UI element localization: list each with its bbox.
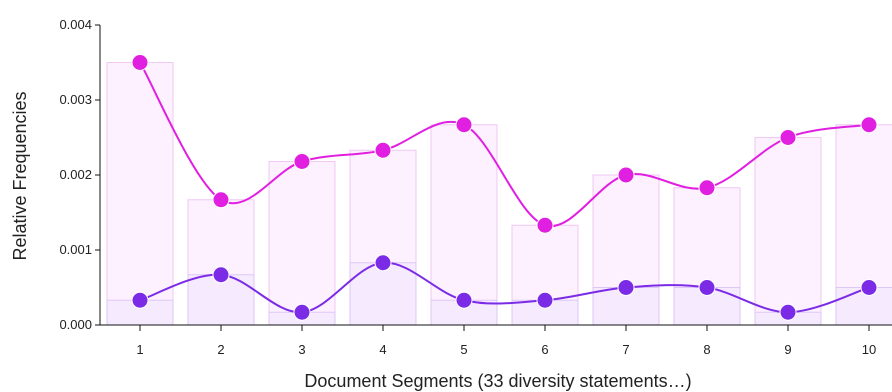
x-tick-label: 9 — [784, 342, 791, 357]
series-1-point-3[interactable] — [293, 153, 311, 170]
y-tick-label: 0.000 — [59, 317, 92, 332]
series-1-line — [139, 61, 870, 228]
series-2-point-7[interactable] — [617, 279, 635, 296]
y-axis-title: Relative Frequencies — [10, 91, 30, 260]
x-tick-label: 6 — [541, 342, 548, 357]
bars-layer — [106, 62, 892, 326]
series-2-point-4[interactable] — [374, 254, 392, 272]
y-tick-label: 0.003 — [59, 92, 92, 107]
series-2-point-1[interactable] — [131, 291, 149, 309]
x-tick-label: 4 — [379, 342, 386, 357]
series-2-line — [139, 261, 870, 314]
series-1-point-10[interactable] — [860, 116, 878, 134]
x-tick-label: 3 — [298, 342, 305, 357]
series-1-point-2[interactable] — [212, 191, 230, 209]
bar-segment-3 — [268, 161, 336, 326]
series-1-point-8[interactable] — [698, 179, 716, 197]
y-tick-label: 0.001 — [59, 242, 92, 257]
series-lines — [139, 61, 870, 314]
y-tick-label: 0.002 — [59, 167, 92, 182]
x-tick-label: 10 — [862, 342, 876, 357]
x-tick-label: 5 — [460, 342, 467, 357]
x-tick-label: 8 — [703, 342, 710, 357]
series-2-point-5[interactable] — [455, 291, 473, 309]
series-1-point-9[interactable] — [779, 129, 797, 146]
series-1-point-1[interactable] — [131, 54, 149, 71]
bar-segment-5 — [430, 124, 498, 326]
series-1-point-6[interactable] — [536, 216, 554, 234]
series-1-point-7[interactable] — [617, 166, 635, 184]
x-tick-label: 7 — [622, 342, 629, 357]
y-ticks: 0.000 0.001 0.002 0.003 0.004 — [59, 17, 100, 332]
series-2-point-9[interactable] — [779, 303, 797, 321]
bar-segment-9 — [754, 137, 822, 326]
series-1-point-5[interactable] — [455, 116, 473, 134]
series-2-point-10[interactable] — [860, 279, 878, 296]
series-2-point-8[interactable] — [698, 279, 716, 296]
series-2-point-2[interactable] — [212, 266, 230, 284]
x-tick-label: 2 — [217, 342, 224, 357]
series-1-point-4[interactable] — [374, 141, 392, 159]
x-axis-title: Document Segments (33 diversity statemen… — [304, 371, 691, 391]
y-tick-label: 0.004 — [59, 17, 92, 32]
series-2-point-3[interactable] — [293, 303, 311, 321]
bar-segment-1 — [106, 62, 174, 326]
series-2-point-6[interactable] — [536, 291, 554, 309]
x-ticks: 1 2 3 4 5 6 7 8 9 10 — [136, 325, 876, 357]
series-points — [131, 54, 878, 321]
x-tick-label: 1 — [136, 342, 143, 357]
